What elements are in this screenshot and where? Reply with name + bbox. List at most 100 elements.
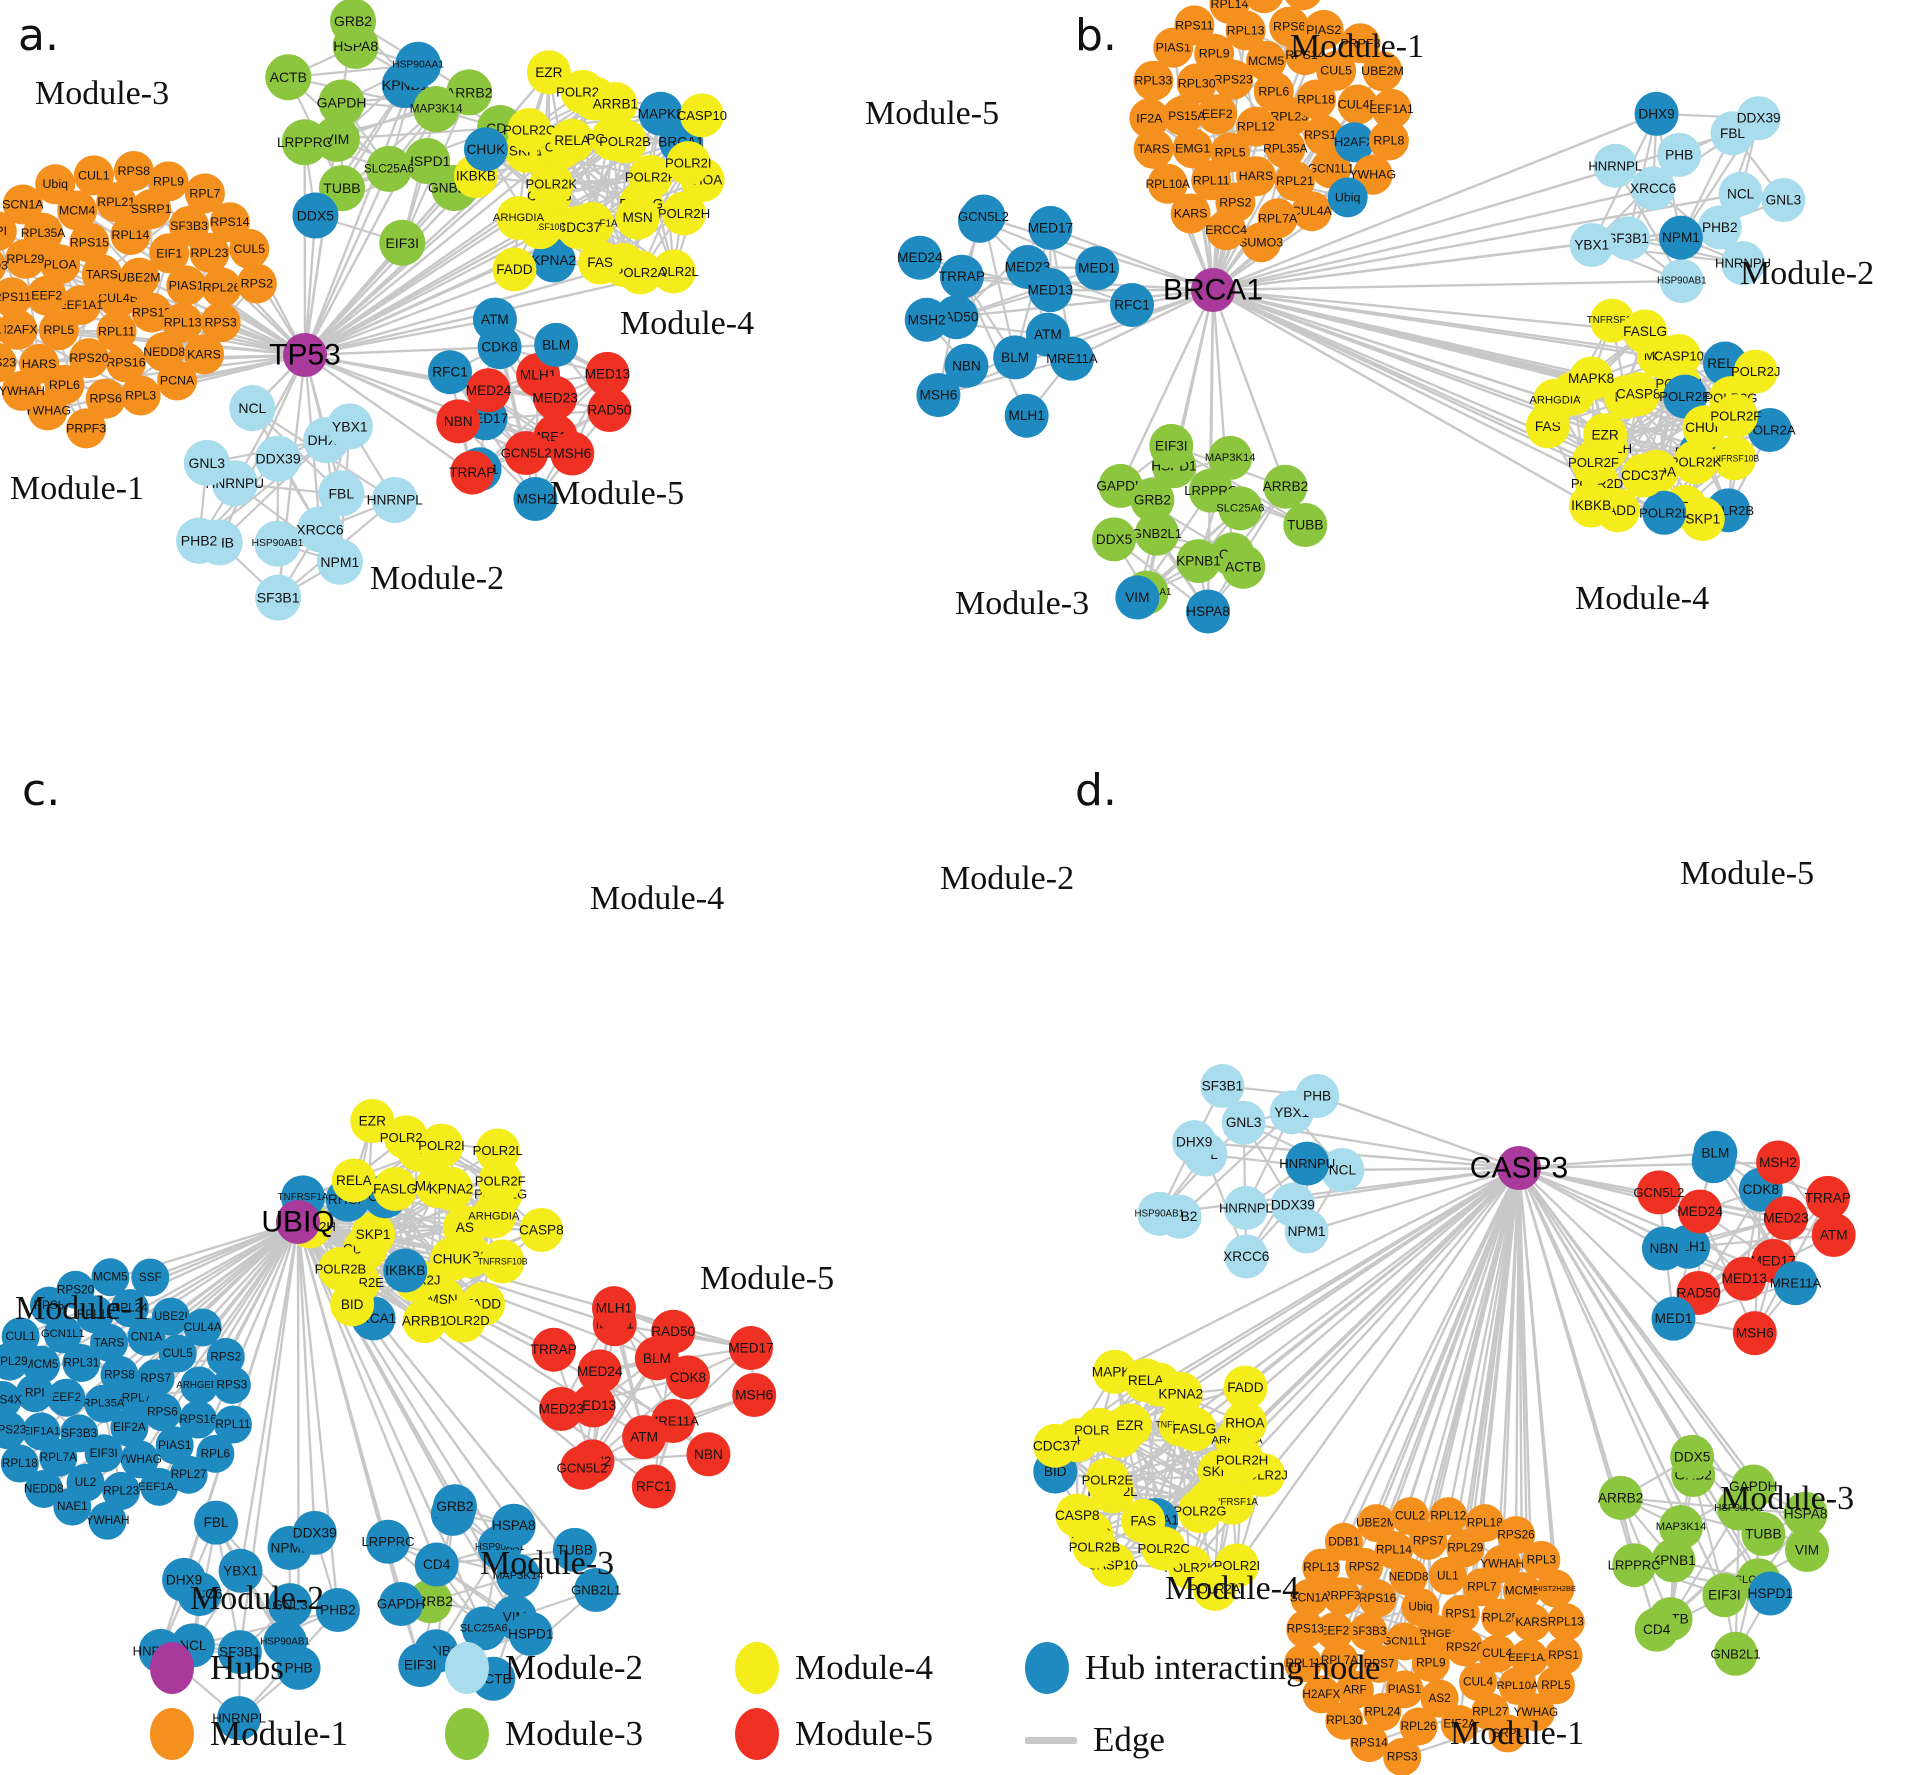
node-circle-DDX39[interactable] [1736, 96, 1781, 141]
network-node[interactable]: PHB2 [315, 1588, 360, 1632]
node-circle-MED13[interactable] [585, 351, 630, 396]
network-node[interactable]: MAPK8 [1568, 356, 1614, 401]
network-node[interactable]: EIF3I [1702, 1573, 1747, 1618]
network-node[interactable]: RPL21 [96, 182, 137, 223]
network-node[interactable]: RPL10A [1146, 163, 1190, 204]
network-node[interactable]: Ubiq [1401, 1588, 1440, 1627]
network-node[interactable]: GAPDH [377, 1582, 425, 1627]
node-circle-MED13[interactable] [571, 1383, 616, 1428]
node-circle-IKBKB[interactable] [383, 1248, 428, 1293]
node-circle-RPL31[interactable] [62, 1344, 101, 1383]
node-circle-RFC1[interactable] [631, 1464, 676, 1509]
node-circle-RPL26[interactable] [1399, 1707, 1438, 1746]
node-circle-RPL18[interactable] [1296, 79, 1337, 120]
node-circle-CUL4[interactable] [1459, 1662, 1498, 1701]
network-node[interactable]: POLR2K [525, 162, 577, 207]
network-node[interactable]: ARHGEF4 [176, 1366, 223, 1405]
node-circle-DDB1[interactable] [1324, 1522, 1363, 1561]
network-node[interactable]: ARHGDIA [1529, 378, 1581, 423]
network-node[interactable]: RPL6 [1253, 71, 1294, 112]
node-circle-RPL11[interactable] [213, 1405, 252, 1444]
network-node[interactable]: EZR [1107, 1403, 1152, 1448]
node-circle-RPL35A[interactable] [23, 212, 64, 253]
node-circle-ARRB2[interactable] [1598, 1475, 1643, 1520]
network-node[interactable]: YWHAH [0, 370, 45, 411]
network-node[interactable]: POLR2F [1710, 394, 1761, 439]
node-circle-GCN5L2[interactable] [560, 1445, 605, 1490]
network-node[interactable]: RELA [550, 118, 595, 163]
node-circle-YBX1[interactable] [1569, 222, 1614, 267]
node-circle-POLR2K[interactable] [1673, 440, 1718, 485]
network-node[interactable]: RPL13 [1546, 1603, 1585, 1642]
node-circle-GCN1L1[interactable] [43, 1315, 82, 1354]
network-node[interactable]: POLR2G [1173, 1489, 1226, 1534]
network-node[interactable]: CUL5 [1316, 50, 1357, 91]
node-circle-HSP90AB1[interactable] [1137, 1191, 1182, 1236]
network-node[interactable]: RPL5 [1210, 132, 1251, 173]
node-circle-ARHGDIA[interactable] [1532, 378, 1577, 423]
node-circle-MSN[interactable] [615, 195, 660, 240]
node-circle-ARRB1[interactable] [402, 1299, 447, 1344]
node-circle-EEF2[interactable] [26, 275, 67, 316]
node-circle-POLR2I[interactable] [419, 1123, 464, 1168]
node-circle-RPL11[interactable] [96, 311, 137, 352]
node-circle-EEF2[interactable] [1197, 94, 1238, 135]
network-node[interactable]: MRE11A [1770, 1261, 1822, 1306]
node-circle-POLR2C[interactable] [383, 1115, 428, 1160]
network-node[interactable]: GRB2 [330, 0, 377, 45]
node-circle-GCN5L2[interactable] [1636, 1170, 1681, 1215]
node-circle-POLR2H[interactable] [661, 191, 706, 236]
node-circle-XRCC6[interactable] [1224, 1234, 1269, 1279]
node-circle-ACTB[interactable] [1221, 544, 1266, 589]
network-node[interactable]: RPL23 [189, 232, 230, 273]
network-node[interactable]: KPNA2 [531, 238, 576, 283]
network-node[interactable]: RPL9 [1194, 33, 1235, 74]
network-node[interactable]: TARS [81, 254, 122, 295]
node-circle-CASP8[interactable] [519, 1208, 564, 1252]
node-circle-EZR[interactable] [526, 50, 571, 95]
node-circle-HNRNPU[interactable] [1721, 241, 1766, 286]
network-node[interactable]: SLC25A6 [1216, 486, 1264, 531]
network-node[interactable]: HSP90AB1 [1134, 1191, 1184, 1236]
network-node[interactable]: PHB [1295, 1073, 1340, 1118]
node-circle-MSH2[interactable] [1756, 1140, 1801, 1185]
node-circle-RPL5[interactable] [38, 310, 79, 351]
network-node[interactable]: RPL9 [1411, 1644, 1450, 1683]
network-node[interactable]: TUBB [1741, 1512, 1786, 1557]
network-node[interactable]: RPS3 [200, 302, 241, 343]
node-circle-RPL7[interactable] [184, 173, 225, 214]
network-node[interactable]: PHB2 [176, 517, 223, 564]
network-node[interactable]: GCN5L2 [557, 1445, 608, 1490]
node-circle-UBE2M[interactable] [119, 257, 160, 298]
network-node[interactable]: PIAS2 [1303, 9, 1344, 50]
network-node[interactable]: PRPF3 [66, 408, 106, 449]
network-node[interactable]: PRPF3 [1322, 1577, 1361, 1616]
network-node[interactable]: GCN1L1 [41, 1315, 85, 1354]
node-circle-RPL27[interactable] [169, 1455, 208, 1494]
node-circle-DDX39[interactable] [292, 1510, 337, 1555]
node-circle-POLR2A[interactable] [1192, 1566, 1237, 1611]
node-circle-RPS20[interactable] [68, 338, 109, 379]
network-node[interactable]: RPS15 [69, 222, 110, 263]
network-node[interactable]: RPL18 [1296, 79, 1337, 120]
network-node[interactable]: NBN [436, 399, 481, 444]
network-node[interactable]: RPL23 [102, 1471, 141, 1510]
node-circle-EEF1A1[interactable] [140, 1467, 179, 1506]
network-node[interactable]: RPL24 [110, 1289, 149, 1328]
network-node[interactable]: PLOA [40, 244, 81, 285]
network-node[interactable]: YBX1 [326, 403, 373, 450]
node-circle-H2AFX[interactable] [1302, 1675, 1341, 1714]
hub-circle-UBIQ[interactable] [276, 1200, 320, 1244]
node-circle-SUMO3[interactable] [0, 246, 7, 286]
network-node[interactable]: SF3B1 [255, 574, 302, 621]
node-circle-TRRAP[interactable] [939, 254, 984, 299]
node-circle-RPI[interactable] [15, 1374, 54, 1413]
node-circle-RPS6[interactable] [143, 1393, 182, 1432]
network-node[interactable]: RPL31 [62, 1344, 101, 1383]
network-node[interactable]: TNFRSF10B [478, 1239, 528, 1284]
node-circle-EIF3I[interactable] [1149, 423, 1194, 468]
node-circle-LRPPRC[interactable] [1612, 1543, 1657, 1588]
node-circle-MED23[interactable] [539, 1386, 584, 1431]
network-node[interactable]: UL1 [1428, 1556, 1467, 1595]
network-node[interactable]: GAPDH [317, 79, 367, 126]
